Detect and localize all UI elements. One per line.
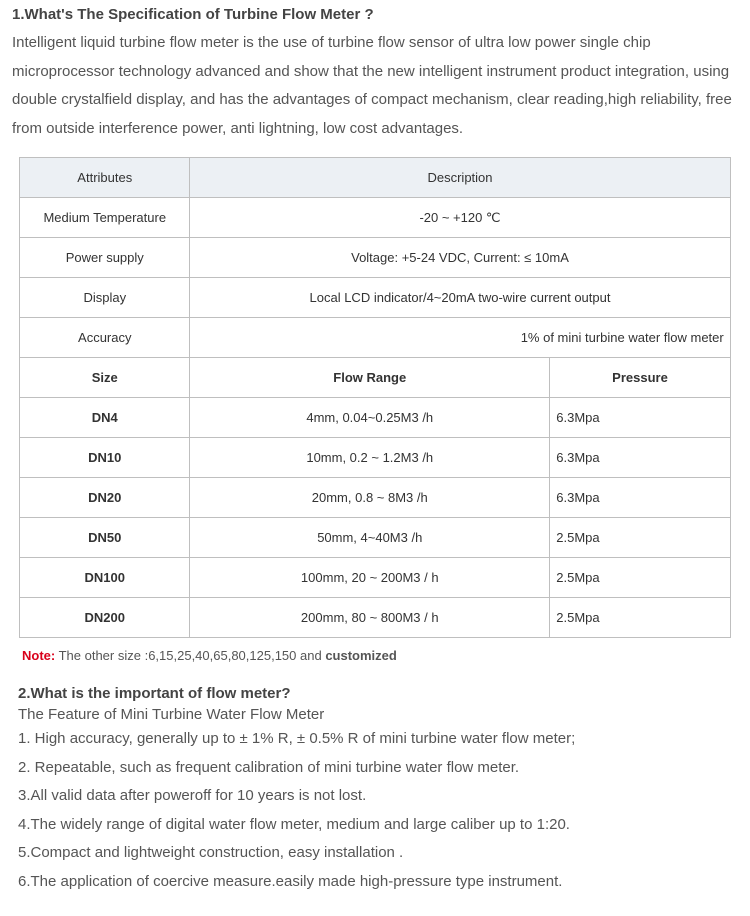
note-label: Note:	[22, 648, 55, 663]
table-row: DN4 4mm, 0.04~0.25M3 /h 6.3Mpa	[20, 398, 730, 438]
pressure-cell: 6.3Mpa	[550, 478, 730, 518]
flow-cell: 100mm, 20 ~ 200M3 / h	[190, 558, 550, 598]
table-row: Medium Temperature -20 ~ +120 ℃	[20, 198, 730, 238]
flow-cell: 20mm, 0.8 ~ 8M3 /h	[190, 478, 550, 518]
pressure-cell: 6.3Mpa	[550, 438, 730, 478]
flow-cell: 4mm, 0.04~0.25M3 /h	[190, 398, 550, 438]
table-row: Accuracy 1% of mini turbine water flow m…	[20, 318, 730, 358]
feature-item: 2. Repeatable, such as frequent calibrat…	[18, 754, 738, 783]
size-cell: DN4	[20, 398, 190, 438]
table-row: DN200 200mm, 80 ~ 800M3 / h 2.5Mpa	[20, 598, 730, 638]
size-cell: DN100	[20, 558, 190, 598]
subhead-pressure: Pressure	[550, 358, 730, 398]
subhead-flow: Flow Range	[190, 358, 550, 398]
table-header-row: Attributes Description	[20, 158, 730, 198]
table-row: DN10 10mm, 0.2 ~ 1.2M3 /h 6.3Mpa	[20, 438, 730, 478]
section1-heading: 1.What's The Specification of Turbine Fl…	[12, 6, 738, 23]
attr-cell: Medium Temperature	[20, 198, 190, 238]
note-line: Note: The other size :6,15,25,40,65,80,1…	[22, 648, 738, 663]
section2-subtitle: The Feature of Mini Turbine Water Flow M…	[18, 706, 738, 723]
desc-cell: -20 ~ +120 ℃	[190, 198, 730, 238]
section2-heading: 2.What is the important of flow meter?	[18, 685, 738, 702]
feature-item: 3.All valid data after poweroff for 10 y…	[18, 782, 738, 811]
attr-cell: Display	[20, 278, 190, 318]
feature-item: 5.Compact and lightweight construction, …	[18, 839, 738, 868]
note-customized: customized	[325, 648, 397, 663]
pressure-cell: 2.5Mpa	[550, 518, 730, 558]
pressure-cell: 6.3Mpa	[550, 398, 730, 438]
flow-cell: 200mm, 80 ~ 800M3 / h	[190, 598, 550, 638]
size-cell: DN20	[20, 478, 190, 518]
attr-cell: Accuracy	[20, 318, 190, 358]
pressure-cell: 2.5Mpa	[550, 598, 730, 638]
note-text: The other size :6,15,25,40,65,80,125,150…	[55, 648, 325, 663]
size-cell: DN10	[20, 438, 190, 478]
table-row: DN100 100mm, 20 ~ 200M3 / h 2.5Mpa	[20, 558, 730, 598]
spec-table: Attributes Description Medium Temperatur…	[19, 157, 730, 638]
subhead-size: Size	[20, 358, 190, 398]
header-attributes: Attributes	[20, 158, 190, 198]
pressure-cell: 2.5Mpa	[550, 558, 730, 598]
flow-cell: 50mm, 4~40M3 /h	[190, 518, 550, 558]
table-row: Display Local LCD indicator/4~20mA two-w…	[20, 278, 730, 318]
feature-item: 1. High accuracy, generally up to ± 1% R…	[18, 725, 738, 754]
table-row: DN50 50mm, 4~40M3 /h 2.5Mpa	[20, 518, 730, 558]
table-row: DN20 20mm, 0.8 ~ 8M3 /h 6.3Mpa	[20, 478, 730, 518]
flow-cell: 10mm, 0.2 ~ 1.2M3 /h	[190, 438, 550, 478]
size-cell: DN200	[20, 598, 190, 638]
desc-cell: 1% of mini turbine water flow meter	[190, 318, 730, 358]
desc-cell: Voltage: +5-24 VDC, Current: ≤ 10mA	[190, 238, 730, 278]
section1-paragraph: Intelligent liquid turbine flow meter is…	[12, 29, 738, 143]
feature-item: 4.The widely range of digital water flow…	[18, 811, 738, 840]
table-row: Power supply Voltage: +5-24 VDC, Current…	[20, 238, 730, 278]
subheader-row: Size Flow Range Pressure	[20, 358, 730, 398]
feature-item: 6.The application of coercive measure.ea…	[18, 868, 738, 897]
desc-cell: Local LCD indicator/4~20mA two-wire curr…	[190, 278, 730, 318]
attr-cell: Power supply	[20, 238, 190, 278]
header-description: Description	[190, 158, 730, 198]
size-cell: DN50	[20, 518, 190, 558]
